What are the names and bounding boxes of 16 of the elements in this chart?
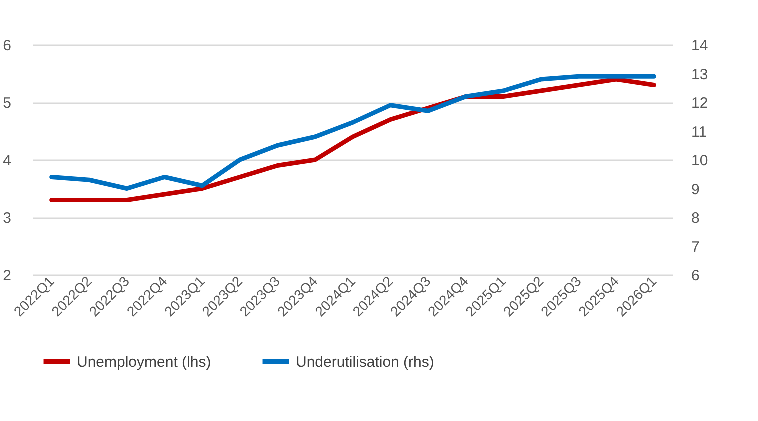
legend-label: Underutilisation (rhs) (296, 354, 434, 371)
y2-tick-label: 6 (692, 268, 700, 284)
legend-label: Unemployment (lhs) (77, 354, 212, 371)
y2-tick-label: 12 (692, 95, 708, 112)
y-tick-label: 3 (3, 210, 12, 227)
y2-tick-label: 11 (692, 124, 708, 141)
y-tick-label: 4 (3, 152, 12, 170)
y2-tick-label: 8 (692, 210, 700, 227)
y-tick-label: 5 (3, 95, 12, 112)
y-tick-label: 2 (3, 268, 12, 284)
y2-tick-label: 13 (692, 66, 708, 84)
y-tick-label: 6 (3, 38, 12, 54)
y2-tick-label: 14 (692, 38, 708, 54)
y2-tick-label: 9 (692, 181, 700, 198)
y2-tick-label: 7 (692, 238, 700, 256)
y2-tick-label: 10 (692, 152, 708, 170)
